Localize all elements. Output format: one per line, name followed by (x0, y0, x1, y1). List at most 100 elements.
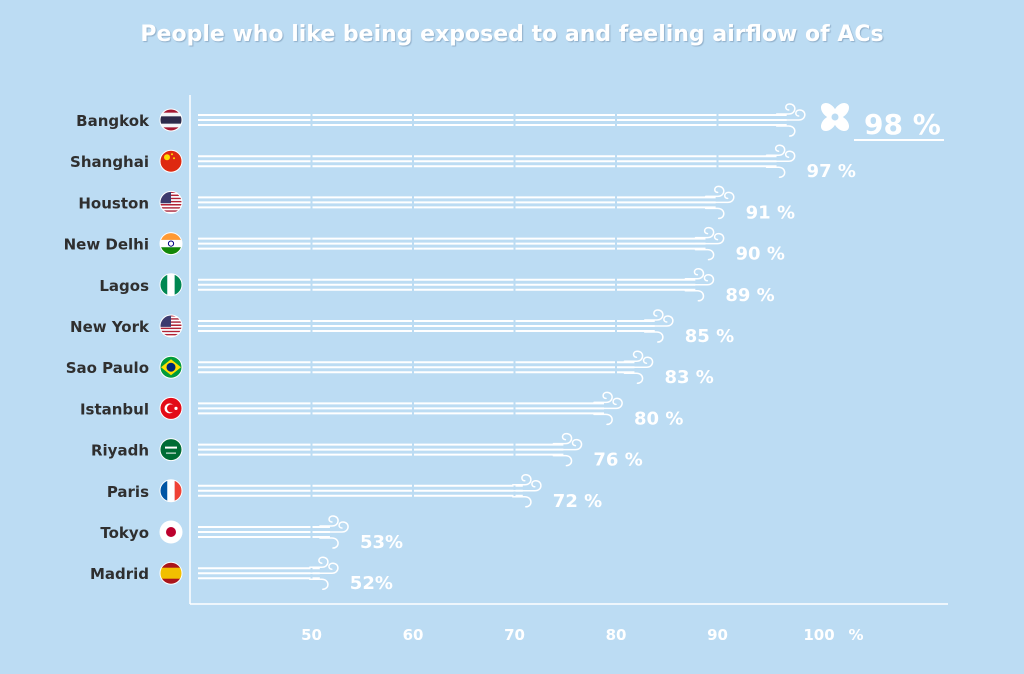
wind-curl (512, 474, 532, 486)
value-label: 80 % (634, 408, 683, 429)
wind-curl (704, 191, 735, 204)
flag-ring (159, 438, 183, 462)
wind-curl (309, 556, 329, 568)
bar-row: New York 85 % (70, 309, 734, 347)
value-label: 90 % (736, 244, 785, 265)
bar-row: New Delhi 90 % (64, 226, 785, 265)
wind-curl (552, 454, 573, 467)
bar-row: Tokyo 53% (100, 515, 403, 553)
value-label: 83 % (664, 367, 713, 388)
flag-sun (166, 527, 176, 537)
city-label: Sao Paulo (66, 359, 149, 377)
flag-india-icon (160, 232, 182, 255)
flag-stripe (174, 273, 182, 296)
flag-globe (166, 362, 176, 372)
flag-spain-icon (160, 562, 182, 585)
flag-saudi-arabia-icon (160, 438, 182, 461)
flag-stripe (160, 479, 168, 502)
bar (198, 391, 623, 426)
bar (198, 474, 542, 508)
x-tick-label: 70 (504, 626, 525, 644)
flag-stripe (167, 479, 175, 502)
flag-canton (160, 315, 171, 327)
bar (198, 226, 725, 261)
wind-curl (765, 144, 786, 156)
flag-france-icon (160, 479, 182, 502)
wind-curl (512, 480, 542, 492)
fan-icon (820, 102, 850, 132)
bar-row: Riyadh 76 % (91, 432, 643, 471)
wind-curl (644, 315, 674, 327)
bar (198, 103, 806, 137)
flag-stripe (160, 335, 182, 337)
flag-stripe (160, 208, 182, 211)
flag-brazil-icon (160, 356, 182, 379)
bar (198, 144, 796, 178)
wind-curl (512, 496, 532, 508)
city-label: Istanbul (80, 400, 149, 418)
x-tick-label: 90 (707, 626, 728, 644)
flag-wheel (167, 240, 175, 247)
flag-ring (159, 108, 183, 132)
wind-curl (309, 562, 339, 574)
flag-star (174, 406, 178, 410)
flag-stripe (160, 207, 182, 209)
bar (198, 185, 735, 220)
bar-row: Sao Paulo 83 % (66, 350, 714, 388)
flag-ring (159, 149, 183, 173)
flag-stripe (160, 333, 182, 336)
value-label: 52% (350, 573, 393, 594)
city-label: Paris (107, 483, 149, 501)
flag-stripe (167, 273, 175, 296)
flag-stripe (160, 116, 182, 124)
wind-curl (319, 521, 349, 533)
x-tick-label: 60 (403, 626, 424, 644)
bar-row: Paris 72 % (107, 474, 602, 512)
fan-blade (820, 115, 837, 132)
flag-stripe (160, 211, 182, 214)
bar-row: Istanbul 80 % (80, 391, 683, 429)
city-label: Madrid (90, 565, 149, 583)
flag-ring (159, 314, 183, 338)
city-label: New Delhi (64, 236, 149, 254)
bar (198, 432, 583, 467)
wind-curl (319, 515, 339, 527)
flag-stripe (160, 247, 182, 255)
wind-curl (552, 432, 573, 445)
bar-row: Madrid 52% (90, 556, 393, 594)
wind-curl (623, 356, 654, 368)
flag-ring (159, 520, 183, 544)
wind-curl (684, 268, 705, 280)
x-tick-label: 80 (606, 626, 627, 644)
x-tick-label: 50 (301, 626, 322, 644)
bar (198, 515, 349, 549)
wind-curl (593, 397, 623, 410)
flag-nigeria-icon (160, 273, 182, 296)
flag-ring (159, 479, 183, 503)
flag-stripe (160, 210, 182, 212)
wind-curl (704, 207, 725, 220)
flag-stripe (160, 232, 182, 240)
flag-ring (159, 396, 183, 420)
wind-curl (704, 185, 725, 198)
flag-stripe (160, 567, 182, 579)
flag-canton (160, 191, 171, 204)
wind-curl (694, 232, 725, 245)
city-label: New York (70, 318, 150, 336)
wind-curl (644, 309, 664, 321)
bar-row: Lagos 89 % (99, 268, 775, 306)
wind-curl (694, 248, 715, 261)
flag-ring (159, 561, 183, 585)
wind-curl (775, 109, 806, 121)
value-label: 91 % (746, 202, 795, 223)
fan-hub (831, 113, 839, 121)
flag-ring (159, 355, 183, 379)
flag-stripe (160, 327, 182, 330)
city-label: Shanghai (70, 153, 149, 171)
bar (198, 268, 715, 302)
flag-script (165, 446, 177, 449)
wind-curl (593, 391, 613, 404)
bar-row: Bangkok 98 % (76, 102, 944, 141)
